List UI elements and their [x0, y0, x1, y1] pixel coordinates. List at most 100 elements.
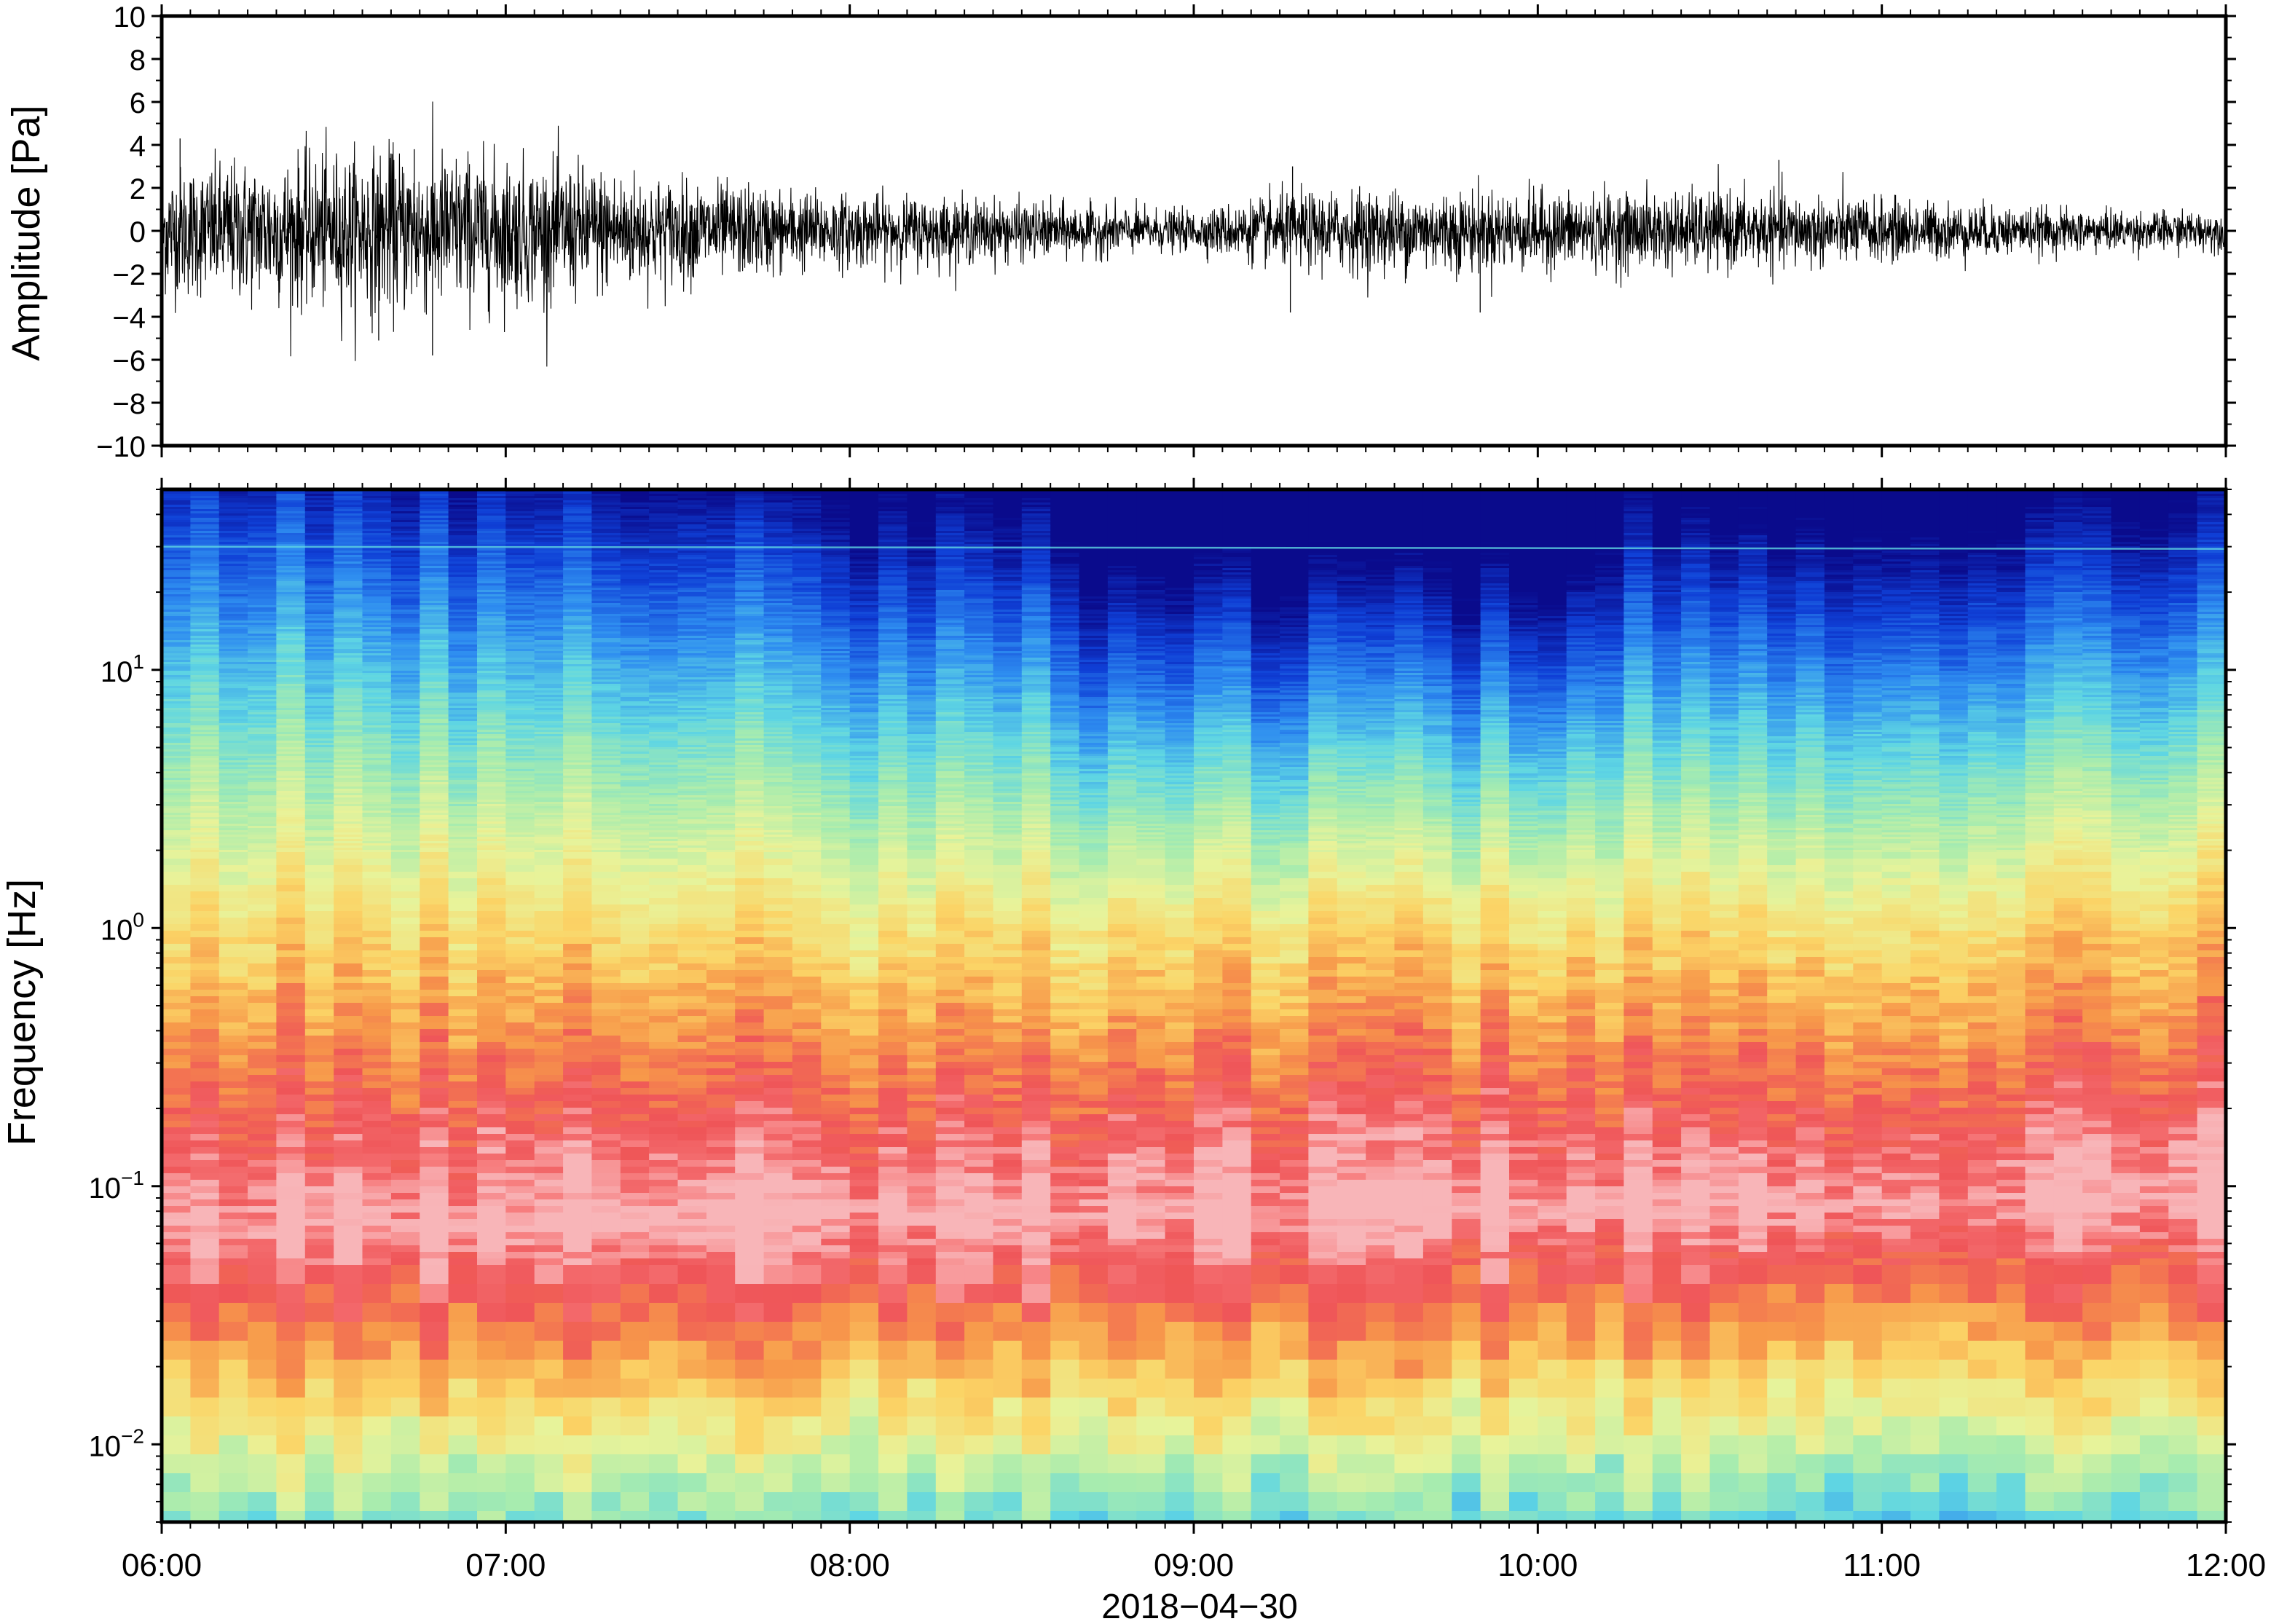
- spectrogram-cell: [248, 1206, 277, 1213]
- spectrogram-cell: [420, 1154, 449, 1161]
- spectrogram-cell: [477, 1036, 506, 1043]
- spectrogram-cell: [449, 931, 478, 938]
- spectrogram-cell: [591, 1180, 621, 1187]
- spectrogram-cell: [391, 1049, 420, 1056]
- spectrogram-cell: [477, 1213, 506, 1220]
- spectrogram-cell: [363, 1042, 392, 1049]
- spectrogram-cell: [276, 1398, 305, 1417]
- spectrogram-cell: [649, 1042, 678, 1049]
- spectrogram-cell: [535, 1003, 564, 1010]
- spectrogram-cell: [248, 1121, 277, 1128]
- spectrogram-cell: [219, 1081, 248, 1089]
- spectrogram-cell: [162, 944, 191, 951]
- spectrogram-cell: [334, 1068, 363, 1076]
- spectrogram-cell: [363, 1193, 392, 1200]
- spectrogram-cell: [505, 911, 535, 918]
- spectrogram-cell: [363, 937, 392, 945]
- spectrogram-cell: [219, 1036, 248, 1043]
- spectrogram-cell: [305, 852, 334, 859]
- spectrogram-cell: [248, 1055, 277, 1063]
- spectrogram-cell: [190, 1022, 219, 1030]
- spectrogram-cell: [621, 1206, 650, 1213]
- spectrogram-cell: [621, 1160, 650, 1167]
- spectrogram-cell: [162, 1009, 191, 1017]
- spectrogram-cell: [563, 885, 592, 892]
- spectrogram-cell: [305, 1199, 334, 1207]
- spectrogram-cell: [563, 1186, 592, 1194]
- spectrogram-cell: [535, 1022, 564, 1030]
- spectrogram-cell: [649, 1022, 678, 1030]
- spectrogram-cell: [276, 1213, 305, 1220]
- spectrogram-cell: [363, 1245, 392, 1253]
- spectrogram-cell: [305, 1303, 334, 1323]
- spectrogram-cell: [505, 1398, 535, 1417]
- spectrogram-cell: [248, 1258, 277, 1266]
- spectrogram-cell: [678, 970, 707, 977]
- spectrogram-cell: [276, 1062, 305, 1069]
- spectrogram-cell: [535, 1095, 564, 1102]
- spectrogram-cell: [707, 1068, 736, 1076]
- spectrogram-cell: [535, 1239, 564, 1246]
- spectrogram-cell: [420, 1147, 449, 1154]
- spectrogram-cell: [248, 1154, 277, 1161]
- spectrogram-cell: [535, 1042, 564, 1049]
- amplitude-tick-label: −6: [112, 345, 146, 377]
- spectrogram-cell: [621, 872, 650, 879]
- spectrogram-cell: [707, 1265, 736, 1285]
- spectrogram-cell: [477, 996, 506, 1004]
- spectrogram-cell: [334, 859, 363, 866]
- spectrogram-cell: [334, 1003, 363, 1010]
- spectrogram-cell: [535, 1147, 564, 1154]
- spectrogram-cell: [420, 885, 449, 892]
- spectrogram-cell: [535, 957, 564, 964]
- spectrogram-cell: [449, 904, 478, 912]
- spectrogram-cell: [248, 931, 277, 938]
- spectrogram-cell: [591, 1167, 621, 1174]
- spectrogram-cell: [305, 1454, 334, 1474]
- spectrogram-cell: [190, 1252, 219, 1259]
- spectrogram-cell: [363, 865, 392, 872]
- spectrogram-cell: [477, 1003, 506, 1010]
- spectrogram-cell: [535, 1232, 564, 1239]
- spectrogram-cell: [621, 1186, 650, 1194]
- spectrogram-cell: [363, 1219, 392, 1226]
- spectrogram-cell: [449, 1049, 478, 1056]
- spectrogram-cell: [305, 1180, 334, 1187]
- spectrogram-cell: [334, 1454, 363, 1474]
- spectrogram-cell: [219, 944, 248, 951]
- spectrogram-cell: [391, 898, 420, 905]
- spectrogram-cell: [678, 1245, 707, 1253]
- spectrogram-cell: [305, 911, 334, 918]
- spectrogram-cell: [678, 911, 707, 918]
- spectrogram-cell: [535, 1473, 564, 1493]
- spectrogram-cell: [420, 1193, 449, 1200]
- spectrogram-cell: [649, 1284, 678, 1304]
- spectrogram-cell: [563, 1473, 592, 1493]
- spectrogram-cell: [363, 1213, 392, 1220]
- spectrogram-cell: [621, 1232, 650, 1239]
- spectrogram-cell: [391, 990, 420, 997]
- spectrogram-cell: [707, 963, 736, 971]
- spectrogram-cell: [563, 1180, 592, 1187]
- spectrogram-cell: [190, 1341, 219, 1360]
- spectrogram-cell: [505, 990, 535, 997]
- spectrogram-cell: [477, 1075, 506, 1082]
- spectrogram-cell: [248, 1068, 277, 1076]
- spectrogram-cell: [678, 918, 707, 925]
- spectrogram-cell: [248, 990, 277, 997]
- spectrogram-cell: [477, 1284, 506, 1304]
- spectrogram-cell: [477, 1081, 506, 1089]
- spectrogram-cell: [563, 1284, 592, 1304]
- amplitude-tick-label: 2: [130, 173, 146, 205]
- spectrogram-cell: [162, 1121, 191, 1128]
- spectrogram-cell: [649, 865, 678, 872]
- spectrogram-cell: [162, 990, 191, 997]
- spectrogram-cell: [621, 944, 650, 951]
- spectrogram-cell: [678, 1062, 707, 1069]
- spectrogram-cell: [505, 904, 535, 912]
- spectrogram-cell: [678, 1398, 707, 1417]
- spectrogram-cell: [477, 1239, 506, 1246]
- spectrogram-cell: [707, 1173, 736, 1180]
- spectrogram-cell: [162, 1245, 191, 1253]
- spectrogram-cell: [678, 1029, 707, 1036]
